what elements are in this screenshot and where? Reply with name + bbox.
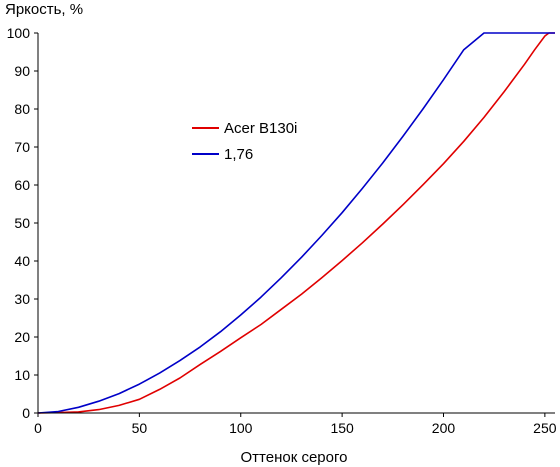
y-axis-title: Яркость, % [5,1,83,18]
x-tick-label: 100 [229,420,253,436]
series-line-2 [37,32,555,414]
y-tick-label: 0 [22,405,30,421]
axes [37,33,555,414]
y-tick-label: 60 [14,177,30,193]
y-tick-label: 10 [14,367,30,383]
series-lines [37,32,555,414]
x-tick-label: 150 [330,420,354,436]
y-tick-label: 50 [14,215,30,231]
y-tick-label: 30 [14,291,30,307]
y-tick-label: 70 [14,139,30,155]
x-tick-label: 250 [533,420,557,436]
x-tick-label: 200 [432,420,456,436]
legend-label-1: Acer B130i [224,120,297,137]
x-axis-title: Оттенок серого [241,449,348,466]
y-tick-label: 80 [14,101,30,117]
series-line-1 [37,32,555,414]
x-tick-label: 50 [132,420,148,436]
y-tick-label: 90 [14,63,30,79]
legend: Acer B130i 1,76 [192,120,297,163]
x-tick-label: 0 [34,420,42,436]
y-tick-label: 100 [7,25,31,41]
y-tick-label: 20 [14,329,30,345]
y-tick-label: 40 [14,253,30,269]
legend-label-2: 1,76 [224,146,253,163]
axis-ticks: 0 10 20 30 40 50 60 70 80 90 100 0 50 100 150 200 250 [7,25,557,436]
